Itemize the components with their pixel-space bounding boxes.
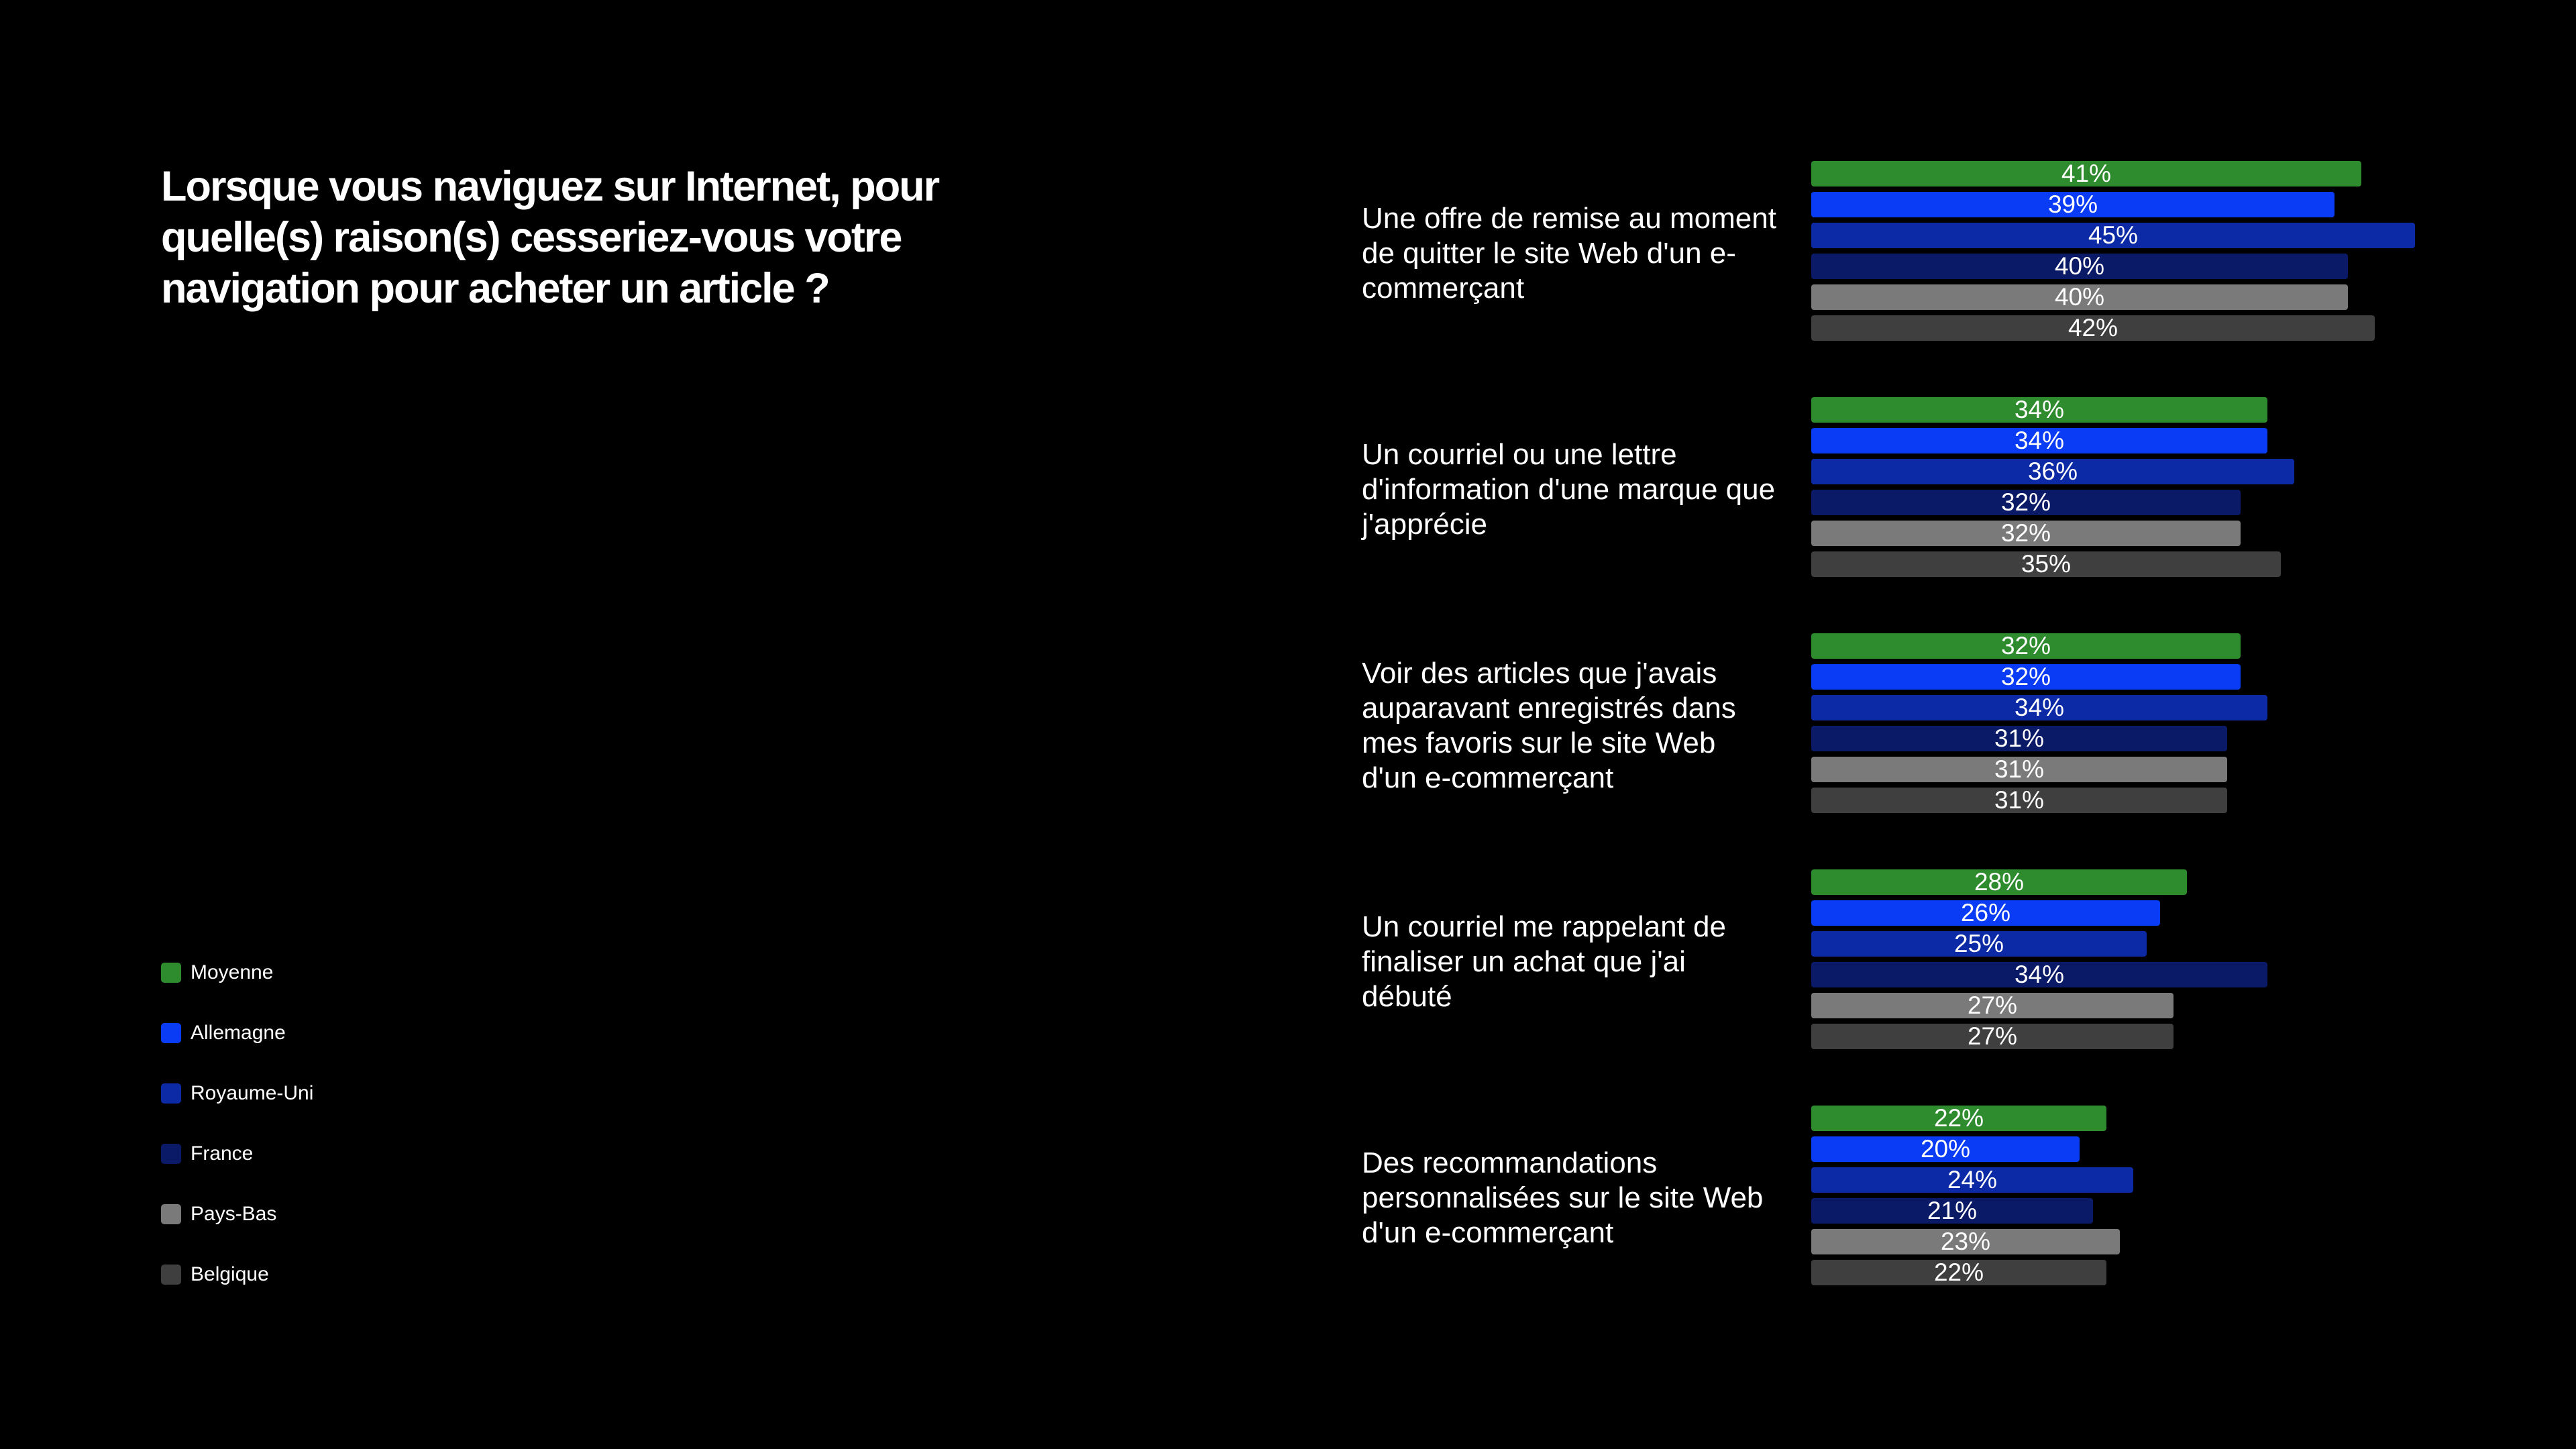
bar: 36% [1811, 459, 2294, 484]
data-label: 32% [2000, 519, 2051, 547]
category-label: Une offre de remise au moment de quitter… [1362, 202, 1776, 305]
bar: 32% [1811, 664, 2241, 690]
bar: 20% [1811, 1136, 2080, 1162]
bar: 27% [1811, 1024, 2174, 1049]
bar: 42% [1811, 315, 2375, 341]
data-label: 40% [2054, 283, 2105, 311]
data-label: 23% [1940, 1228, 1991, 1255]
legend-label: Pays-Bas [191, 1203, 277, 1225]
category-label: Un courriel ou une lettre d'information … [1362, 438, 1776, 541]
legend-label: France [191, 1142, 254, 1165]
data-label: 32% [2000, 632, 2051, 659]
data-label: 34% [2014, 396, 2065, 423]
data-label: 31% [1994, 786, 2045, 814]
data-label: 26% [1960, 899, 2011, 926]
bar: 40% [1811, 284, 2348, 310]
bar: 40% [1811, 254, 2348, 279]
data-label: 32% [2000, 663, 2051, 690]
data-label: 34% [2014, 694, 2065, 721]
bar: 24% [1811, 1167, 2133, 1193]
bar: 21% [1811, 1198, 2093, 1224]
bar: 34% [1811, 397, 2267, 423]
category-label: Voir des articles que j'avais auparavant… [1362, 657, 1736, 794]
data-label: 34% [2014, 427, 2065, 454]
legend-swatch [161, 1265, 181, 1285]
bar: 32% [1811, 490, 2241, 515]
legend-item: Belgique [161, 1261, 269, 1288]
bar: 34% [1811, 962, 2267, 987]
bar: 41% [1811, 161, 2361, 186]
data-label: 42% [2068, 314, 2118, 341]
legend-swatch [161, 963, 181, 983]
data-label: 39% [2047, 191, 2098, 218]
data-label: 22% [1933, 1104, 1984, 1132]
data-label: 34% [2014, 961, 2065, 988]
bar: 39% [1811, 192, 2334, 217]
bar: 34% [1811, 428, 2267, 453]
data-label: 31% [1994, 755, 2045, 783]
legend-label: Allemagne [191, 1022, 286, 1044]
legend-label: Royaume-Uni [191, 1082, 314, 1104]
bar: 22% [1811, 1106, 2106, 1131]
legend-item: France [161, 1140, 253, 1167]
bar: 31% [1811, 788, 2227, 813]
data-label: 24% [1947, 1166, 1998, 1193]
bar: 34% [1811, 695, 2267, 720]
data-label: 40% [2054, 252, 2105, 280]
chart-title: Lorsque vous naviguez sur Internet, pour… [161, 163, 940, 312]
bar: 32% [1811, 633, 2241, 659]
legend-item: Moyenne [161, 959, 273, 986]
data-label: 28% [1974, 868, 2025, 896]
data-label: 35% [2021, 550, 2072, 578]
category-label: Un courriel me rappelant de finaliser un… [1362, 910, 1726, 1013]
legend-item: Allemagne [161, 1020, 286, 1046]
data-label: 41% [2061, 160, 2112, 187]
data-label: 20% [1920, 1135, 1971, 1163]
bar: 22% [1811, 1260, 2106, 1285]
bar: 32% [1811, 521, 2241, 546]
data-label: 32% [2000, 488, 2051, 516]
bar: 31% [1811, 726, 2227, 751]
legend-item: Royaume-Uni [161, 1080, 313, 1107]
legend-label: Belgique [191, 1263, 269, 1285]
bar: 25% [1811, 931, 2147, 957]
data-label: 36% [2027, 458, 2078, 485]
data-label: 31% [1994, 724, 2045, 752]
data-label: 22% [1933, 1258, 1984, 1286]
legend-swatch [161, 1144, 181, 1164]
bar: 23% [1811, 1229, 2120, 1254]
data-label: 27% [1967, 991, 2018, 1019]
bar: 28% [1811, 869, 2187, 895]
legend-swatch [161, 1204, 181, 1224]
legend-item: Pays-Bas [161, 1201, 276, 1228]
legend-swatch [161, 1023, 181, 1043]
bar: 27% [1811, 993, 2174, 1018]
bar: 45% [1811, 223, 2415, 248]
bar: 26% [1811, 900, 2160, 926]
data-label: 21% [1927, 1197, 1978, 1224]
legend-label: Moyenne [191, 961, 274, 983]
bar: 35% [1811, 551, 2281, 577]
bar: 31% [1811, 757, 2227, 782]
data-label: 45% [2088, 221, 2139, 249]
data-label: 25% [1953, 930, 2004, 957]
category-label: Des recommandations personnalisées sur l… [1362, 1146, 1764, 1249]
data-label: 27% [1967, 1022, 2018, 1050]
legend-swatch [161, 1083, 181, 1104]
